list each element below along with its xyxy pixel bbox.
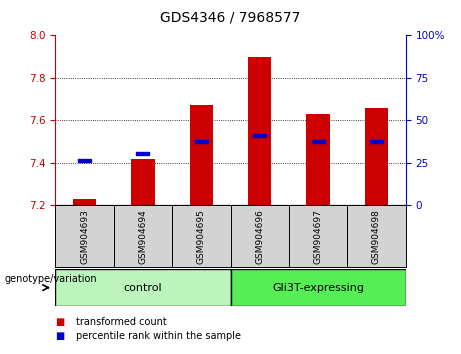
Bar — [365, 108, 388, 205]
Bar — [230, 269, 406, 306]
Bar — [114, 205, 172, 267]
Bar — [370, 140, 383, 143]
Bar — [131, 159, 154, 205]
Bar — [73, 199, 96, 205]
Bar — [55, 205, 114, 267]
Bar — [136, 152, 149, 155]
Bar — [307, 114, 330, 205]
Bar — [312, 140, 325, 143]
Text: Gli3T-expressing: Gli3T-expressing — [272, 282, 364, 293]
Text: genotype/variation: genotype/variation — [5, 274, 97, 284]
Bar — [78, 159, 91, 162]
Text: GSM904695: GSM904695 — [197, 209, 206, 264]
Text: transformed count: transformed count — [76, 317, 167, 327]
Text: GSM904694: GSM904694 — [138, 209, 148, 264]
Bar — [253, 133, 266, 137]
Text: GSM904693: GSM904693 — [80, 209, 89, 264]
Bar — [55, 269, 230, 306]
Text: GSM904696: GSM904696 — [255, 209, 264, 264]
Bar — [172, 205, 230, 267]
Bar — [189, 105, 213, 205]
Text: GSM904697: GSM904697 — [313, 209, 323, 264]
Text: percentile rank within the sample: percentile rank within the sample — [76, 331, 241, 341]
Text: ■: ■ — [55, 317, 65, 327]
Bar — [248, 57, 272, 205]
Text: GSM904698: GSM904698 — [372, 209, 381, 264]
Bar — [289, 205, 347, 267]
Bar — [230, 205, 289, 267]
Bar — [195, 140, 208, 143]
Text: control: control — [124, 282, 162, 293]
Bar — [347, 205, 406, 267]
Text: GDS4346 / 7968577: GDS4346 / 7968577 — [160, 11, 301, 25]
Text: ■: ■ — [55, 331, 65, 341]
